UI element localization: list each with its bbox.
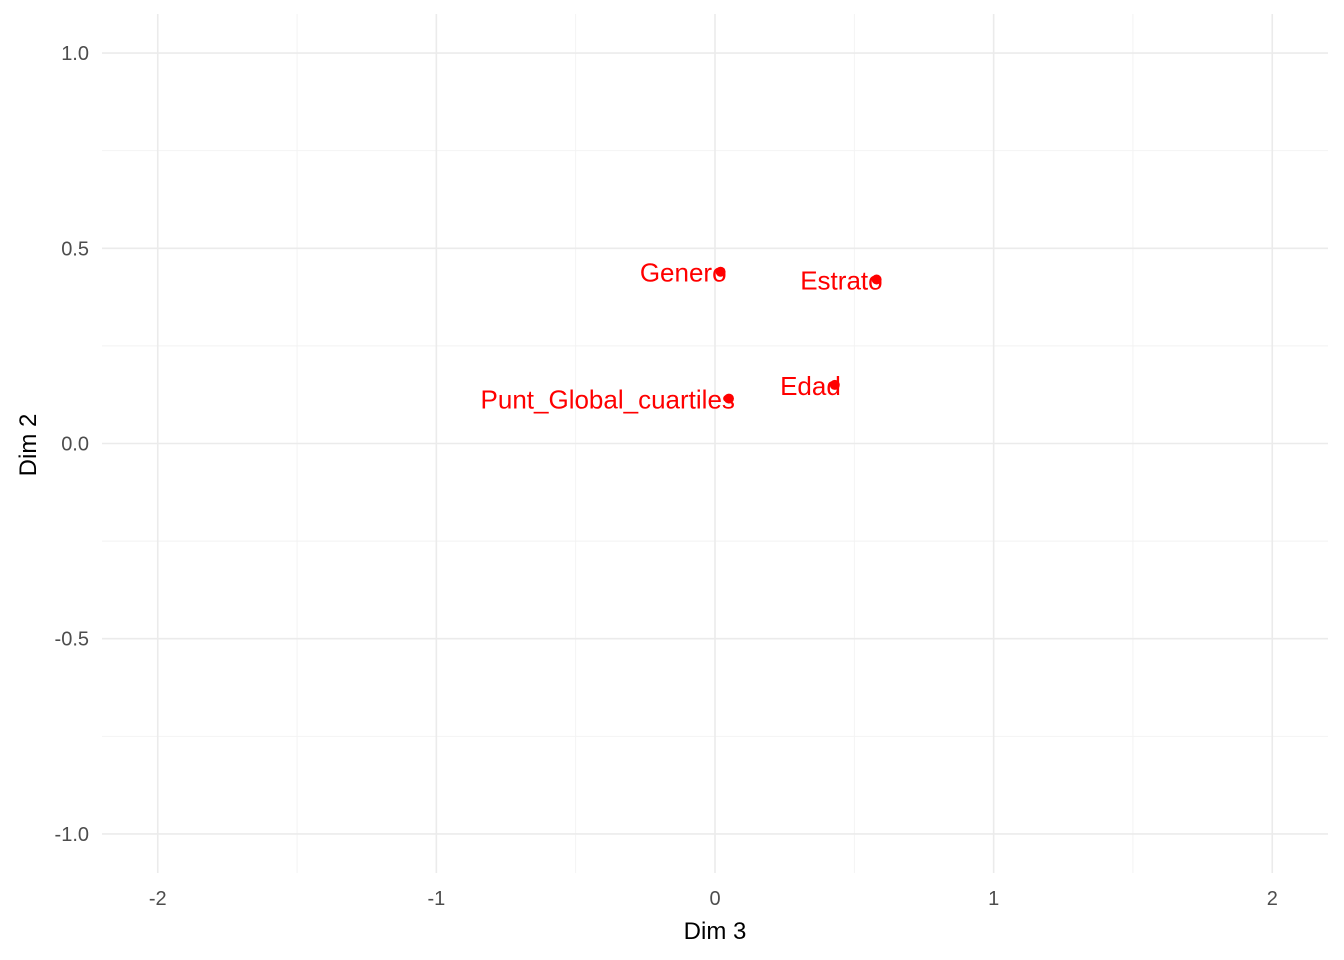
point-label: Punt_Global_cuartiles bbox=[481, 385, 735, 415]
y-axis-title: Dim 2 bbox=[15, 414, 42, 477]
y-tick-label: -0.5 bbox=[55, 629, 89, 651]
x-tick-label: 2 bbox=[1267, 888, 1278, 910]
x-tick-label: 0 bbox=[709, 888, 720, 910]
point-labels: Genero Estrato Edad Punt_Global_cuartiles bbox=[481, 258, 883, 415]
data-points bbox=[715, 266, 882, 404]
x-axis-ticks: -2 -1 0 1 2 bbox=[149, 888, 1278, 910]
x-tick-label: -2 bbox=[149, 888, 167, 910]
y-tick-label: 1.0 bbox=[61, 43, 89, 65]
y-tick-label: 0.5 bbox=[61, 238, 89, 260]
point-label: Estrato bbox=[800, 266, 882, 296]
data-point bbox=[871, 274, 882, 285]
x-tick-label: -1 bbox=[427, 888, 445, 910]
y-axis-ticks: -1.0 -0.5 0.0 0.5 1.0 bbox=[55, 43, 89, 846]
y-tick-label: 0.0 bbox=[61, 434, 89, 456]
data-point bbox=[829, 379, 840, 390]
point-label: Edad bbox=[780, 371, 841, 401]
point-label: Genero bbox=[640, 258, 727, 288]
grid bbox=[102, 14, 1328, 873]
x-tick-label: 1 bbox=[988, 888, 999, 910]
x-axis-title: Dim 3 bbox=[684, 918, 747, 945]
data-point bbox=[723, 393, 734, 404]
data-point bbox=[715, 266, 726, 277]
y-tick-label: -1.0 bbox=[55, 824, 89, 846]
